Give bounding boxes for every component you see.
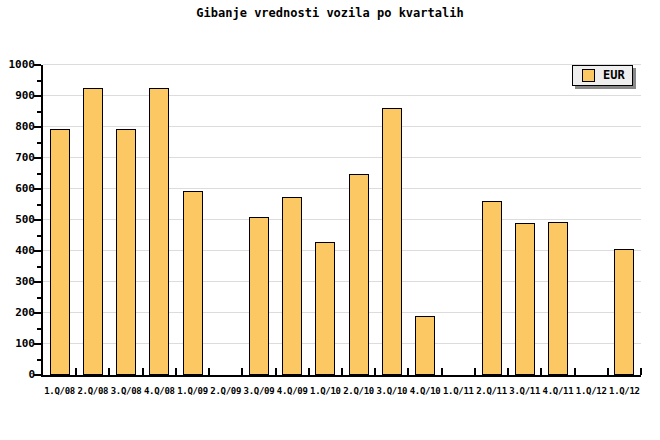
y-tick-label: 900: [0, 90, 35, 102]
bar: [50, 129, 70, 375]
bar: [614, 249, 634, 375]
x-tick-label: 1.Q/08: [43, 385, 77, 397]
x-boundary-tick: [308, 368, 310, 375]
x-boundary-tick: [474, 368, 476, 375]
bar: [548, 222, 568, 375]
bar: [149, 88, 169, 375]
x-tick-label: 2.Q/08: [76, 385, 110, 397]
x-boundary-tick: [374, 368, 376, 375]
y-minor-tick: [37, 204, 41, 206]
x-tick-label: 1.Q/10: [308, 385, 342, 397]
y-tick-label: 200: [0, 307, 35, 319]
x-tick-label: 2.Q/10: [342, 385, 376, 397]
bar: [249, 217, 269, 375]
y-minor-tick: [37, 297, 41, 299]
y-minor-tick: [37, 80, 41, 82]
legend: EUR: [572, 65, 633, 86]
legend-swatch-icon: [582, 69, 595, 82]
bar: [315, 242, 335, 375]
x-boundary-tick: [441, 368, 443, 375]
y-minor-tick: [37, 359, 41, 361]
y-tick-label: 1000: [0, 59, 35, 71]
bar: [515, 223, 535, 375]
x-boundary-tick: [241, 368, 243, 375]
y-tick-label: 300: [0, 276, 35, 288]
x-boundary-tick: [175, 368, 177, 375]
y-major-tick: [34, 95, 41, 97]
y-minor-tick: [37, 173, 41, 175]
x-boundary-tick: [507, 368, 509, 375]
y-tick-label: 0: [0, 369, 35, 381]
x-tick-label: 4.Q/09: [275, 385, 309, 397]
x-tick-label: 1.Q/12: [574, 385, 608, 397]
gridline: [43, 126, 641, 127]
y-major-tick: [34, 281, 41, 283]
chart-title: Gibanje vrednosti vozila po kvartalih: [0, 6, 660, 20]
y-minor-tick: [37, 142, 41, 144]
x-boundary-tick: [640, 368, 642, 375]
y-minor-tick: [37, 111, 41, 113]
x-boundary-tick: [75, 368, 77, 375]
y-major-tick: [34, 374, 41, 376]
y-tick-label: 700: [0, 152, 35, 164]
x-tick-label: 1.Q/11: [441, 385, 475, 397]
x-boundary-tick: [574, 368, 576, 375]
y-minor-tick: [37, 328, 41, 330]
x-boundary-tick: [341, 368, 343, 375]
legend-label: EUR: [603, 69, 625, 82]
x-boundary-tick: [275, 368, 277, 375]
y-major-tick: [34, 126, 41, 128]
x-boundary-tick: [108, 368, 110, 375]
bar: [183, 191, 203, 375]
x-boundary-tick: [142, 368, 144, 375]
x-tick-label: 1.Q/12: [607, 385, 641, 397]
bar: [83, 88, 103, 375]
bar: [116, 129, 136, 375]
y-tick-label: 800: [0, 121, 35, 133]
y-minor-tick: [37, 235, 41, 237]
y-major-tick: [34, 188, 41, 190]
bar: [282, 197, 302, 375]
y-major-tick: [34, 312, 41, 314]
bar-chart: Gibanje vrednosti vozila po kvartalih EU…: [0, 0, 660, 440]
bar: [382, 108, 402, 375]
y-major-tick: [34, 219, 41, 221]
y-tick-label: 100: [0, 338, 35, 350]
x-tick-label: 4.Q/08: [142, 385, 176, 397]
y-major-tick: [34, 157, 41, 159]
x-tick-label: 3.Q/09: [242, 385, 276, 397]
y-major-tick: [34, 343, 41, 345]
x-boundary-tick: [607, 368, 609, 375]
x-boundary-tick: [208, 368, 210, 375]
y-major-tick: [34, 250, 41, 252]
x-tick-label: 3.Q/10: [375, 385, 409, 397]
x-tick-label: 3.Q/11: [508, 385, 542, 397]
x-axis-line: [41, 375, 641, 377]
bar: [349, 174, 369, 376]
x-tick-label: 1.Q/09: [176, 385, 210, 397]
x-tick-label: 2.Q/11: [475, 385, 509, 397]
y-tick-label: 600: [0, 183, 35, 195]
gridline: [43, 95, 641, 96]
x-tick-label: 2.Q/09: [209, 385, 243, 397]
bar: [415, 316, 435, 375]
x-tick-label: 4.Q/10: [408, 385, 442, 397]
y-tick-label: 400: [0, 245, 35, 257]
gridline: [43, 64, 641, 65]
x-tick-label: 4.Q/11: [541, 385, 575, 397]
y-tick-label: 500: [0, 214, 35, 226]
x-tick-label: 3.Q/08: [109, 385, 143, 397]
y-major-tick: [34, 64, 41, 66]
plot-area: [43, 65, 641, 375]
y-minor-tick: [37, 266, 41, 268]
x-boundary-tick: [540, 368, 542, 375]
x-boundary-tick: [407, 368, 409, 375]
bar: [482, 201, 502, 375]
